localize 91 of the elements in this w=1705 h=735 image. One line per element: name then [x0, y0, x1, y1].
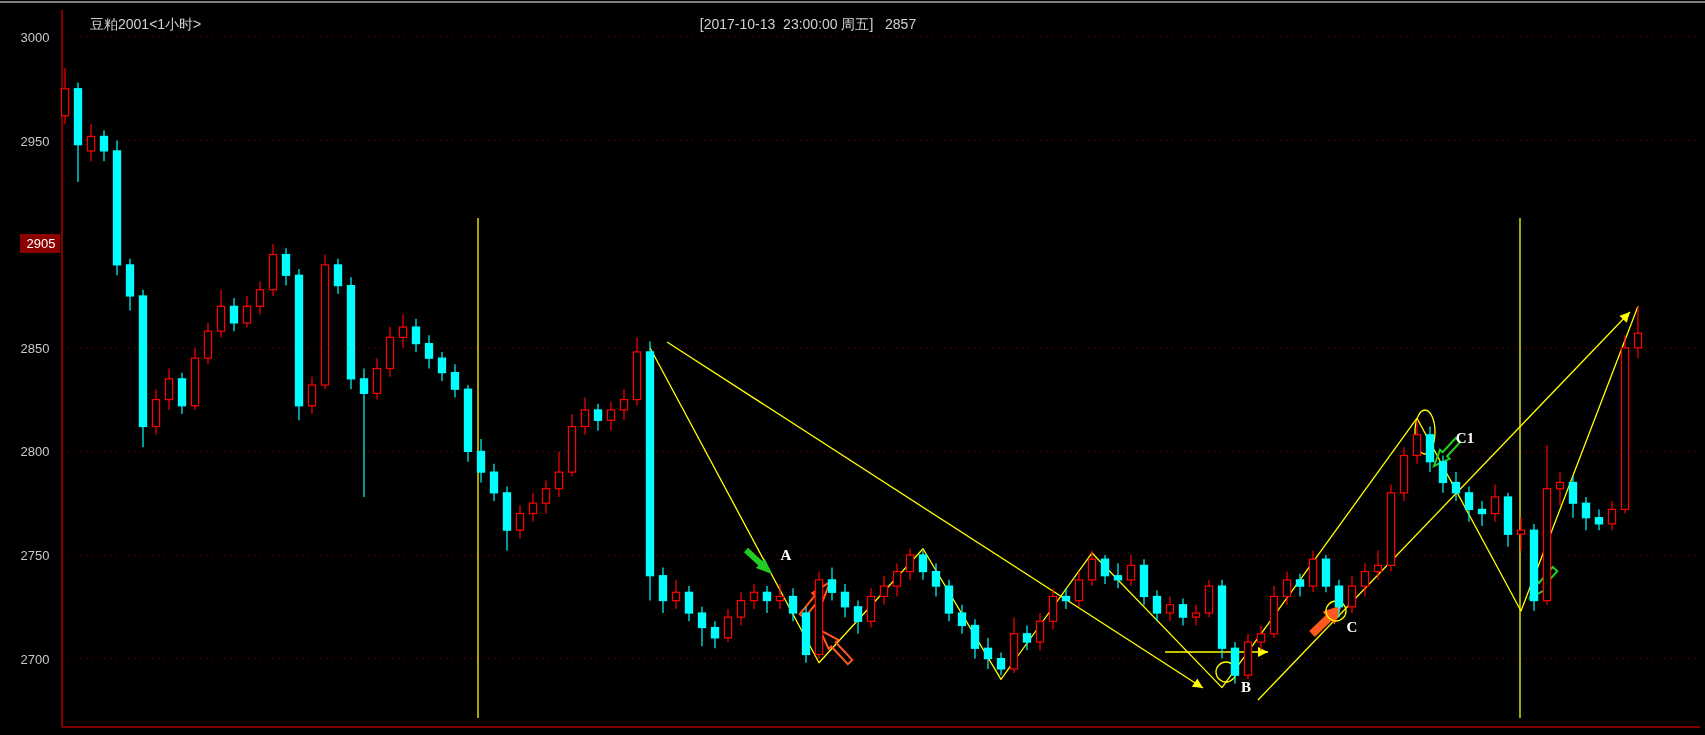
candlestick: [736, 591, 746, 627]
candlestick: [1568, 475, 1578, 519]
candlestick: [1191, 604, 1201, 627]
candlestick: [1451, 471, 1461, 502]
y-tick-label: 2950: [20, 133, 50, 149]
candlestick: [684, 585, 694, 622]
candlestick: [1438, 454, 1448, 494]
annotation: B: [1240, 679, 1252, 695]
candlestick: [1477, 500, 1487, 527]
candlestick: [1035, 612, 1045, 651]
candlestick: [86, 123, 96, 162]
candlestick: [931, 562, 941, 598]
annotation: C1: [1455, 430, 1475, 446]
candlestick: [580, 396, 590, 436]
text: [2017-10-13 23:00:00 周五] 2857: [699, 16, 917, 32]
candlestick: [411, 318, 421, 353]
candlestick: [450, 363, 460, 399]
candlestick: [996, 651, 1006, 676]
y-tick-label: 2750: [20, 548, 50, 563]
candlestick: [528, 492, 538, 523]
candlestick: [970, 618, 980, 660]
candlestick: [723, 608, 733, 643]
candlestick: [359, 367, 369, 498]
candlestick: [1022, 624, 1032, 651]
candlestick: [333, 258, 343, 295]
annotation: A: [780, 547, 792, 563]
candlestick: [242, 295, 252, 328]
candlestick: [1165, 595, 1175, 622]
candlestick: [775, 583, 785, 610]
candlestick: [1334, 579, 1344, 618]
y-tick-label: 2850: [20, 340, 50, 356]
candlestick: [1607, 500, 1617, 531]
candlestick: [710, 620, 720, 649]
candlestick: [853, 599, 863, 635]
candlestick: [918, 550, 928, 581]
candlestick: [1178, 597, 1188, 627]
candlestick: [1282, 570, 1292, 606]
candlestick: [554, 450, 564, 498]
candlestick: [983, 637, 993, 670]
candlestick: [1087, 550, 1097, 587]
candlestick: [957, 604, 967, 635]
candlestick: [619, 388, 629, 421]
candlestick: [164, 367, 174, 411]
candlestick: [307, 376, 317, 415]
candlestick: [879, 575, 889, 606]
candlestick: [1516, 517, 1526, 552]
y-tick-label: 2800: [20, 444, 50, 460]
candlestick: [515, 504, 525, 540]
candlestick: [1464, 486, 1474, 523]
candlestick: [1594, 508, 1604, 531]
candlestick: [1373, 550, 1383, 581]
candlestick: [840, 583, 850, 618]
candlestick: [1412, 419, 1422, 465]
candlestick: [1633, 305, 1643, 359]
candlestick: [1295, 573, 1305, 598]
candlestick: [1581, 496, 1591, 531]
candlestick: [1061, 587, 1071, 610]
candlestick: [424, 334, 434, 370]
candlestick: [905, 548, 915, 581]
candlestick: [255, 280, 265, 316]
candlestick: [437, 351, 447, 382]
candlestick: [892, 562, 902, 598]
candlestick: [762, 585, 772, 614]
candlestick: [1360, 562, 1370, 598]
candlestick: [1113, 562, 1123, 589]
candlestick: [476, 438, 486, 484]
candlestick: [99, 129, 109, 162]
candlestick: [1555, 471, 1565, 506]
candlestick: [1126, 554, 1136, 587]
candlestick: [697, 606, 707, 647]
candlestick: [1152, 589, 1162, 622]
candlestick: [606, 401, 616, 432]
candlestick: [788, 587, 798, 622]
y-tick-label: 3000: [20, 29, 50, 45]
candlestick: [749, 583, 759, 610]
candlestick: [1490, 483, 1500, 523]
candlestick: [593, 403, 603, 432]
candlestick: [827, 566, 837, 602]
y-tick-label: 2700: [20, 651, 50, 667]
candlestick: [1347, 575, 1357, 614]
candlestick: [1074, 570, 1084, 608]
candlestick: [1100, 554, 1110, 585]
candlestick: [541, 479, 551, 515]
text: 2905: [26, 236, 56, 251]
annotation: C: [1346, 619, 1358, 635]
candlestick: [398, 314, 408, 349]
candlestick: [671, 579, 681, 610]
candlestick: [281, 247, 291, 287]
candlestick: [489, 463, 499, 502]
candlestick: [229, 297, 239, 332]
text: 豆粕2001<1小时>: [90, 16, 202, 32]
